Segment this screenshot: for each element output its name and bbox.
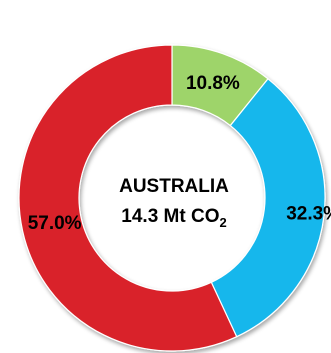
center-title: AUSTRALIA (119, 176, 229, 197)
center-value-main: 14.3 Mt CO (121, 206, 219, 227)
slices-layer (18, 44, 326, 352)
center-value: 14.3 Mt CO2 (121, 206, 226, 230)
donut-slice-3 (18, 44, 238, 352)
center-value-subscript: 2 (219, 215, 226, 230)
donut-slice-2 (210, 77, 326, 338)
labels-layer: 10.8% 32.3% 57.0% (28, 73, 331, 234)
slice-label-2: 32.3% (286, 203, 331, 224)
slice-label-1: 10.8% (186, 73, 240, 94)
slice-label-3: 57.0% (28, 213, 82, 234)
center-label: AUSTRALIA 14.3 Mt CO2 (119, 176, 229, 230)
